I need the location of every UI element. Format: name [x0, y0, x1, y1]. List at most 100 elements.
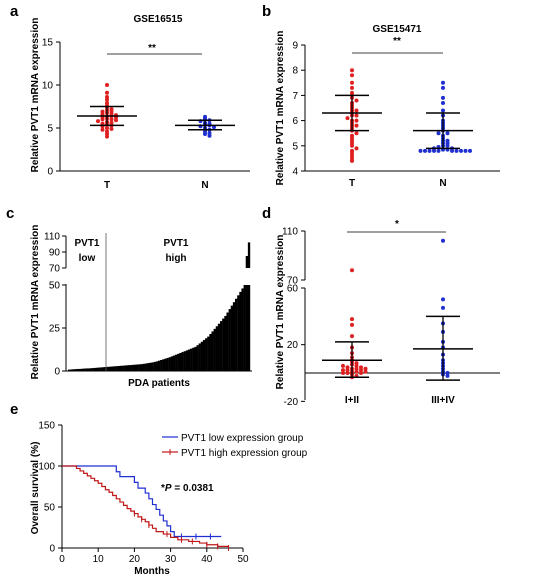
bar-c-31: [134, 364, 137, 371]
x-category-d-late: III+IV: [431, 395, 455, 406]
bar-c-67: [211, 331, 214, 371]
bar-c-3: [74, 369, 77, 371]
data-point-d-g0-13: [359, 365, 363, 370]
data-point-b-g0-29: [350, 143, 354, 148]
bar-c-51: [177, 353, 180, 371]
bar-c-46: [166, 357, 169, 371]
data-point-b-g1-0: [441, 80, 445, 85]
bar-c-24: [119, 365, 122, 371]
bar-c-81: [241, 288, 244, 371]
x-tick-label-e-1: 10: [93, 554, 105, 565]
bar-c-65: [207, 336, 210, 371]
data-point-d-g1-2: [441, 305, 445, 310]
data-point-b-g0-3: [350, 85, 354, 90]
survival-curve-low: [62, 465, 222, 538]
panel-label-c: c: [6, 205, 14, 222]
survival-curve-high: [62, 465, 230, 548]
data-point-a-g0-31: [109, 126, 114, 131]
bar-c-59: [194, 346, 197, 371]
y-tick-label-b-4: 8: [292, 66, 298, 77]
bar-c-57: [190, 348, 193, 371]
data-point-d-g0-9: [354, 361, 359, 366]
data-point-b-g0-24: [354, 131, 359, 136]
bar-c-13: [95, 367, 99, 371]
bar-c-48: [170, 356, 174, 371]
bar-c-52: [179, 352, 182, 371]
data-point-d-g1-1: [441, 297, 445, 302]
bar-c-44: [162, 359, 165, 371]
data-point-d-g0-17: [359, 368, 363, 373]
y-tick-label-a-3: 15: [42, 38, 54, 49]
data-point-b-g1-34: [418, 148, 423, 153]
x-axis-label-e: Months: [134, 566, 170, 577]
data-point-d-g0-26: [363, 369, 368, 374]
bar-c-35: [142, 363, 146, 371]
y-tick-label-c-5: 110: [44, 232, 60, 243]
data-point-b-g1-11: [445, 131, 450, 136]
bar-c-75: [228, 309, 231, 371]
data-point-b-g0-18: [354, 118, 359, 123]
bar-c-64: [205, 338, 208, 371]
group-label-c-low: PVT1 low: [74, 238, 99, 264]
panel-label-a: a: [10, 3, 19, 20]
panel-a-scatter: GSE16515 Relative PVT1 mRNA expression *…: [30, 14, 250, 191]
bar-c-34: [140, 364, 144, 371]
bar-c-84: [247, 285, 251, 371]
group-label-c-high: PVT1 high: [163, 238, 188, 264]
bar-c-55: [185, 350, 189, 371]
y-tick-label-a-0: 0: [47, 167, 53, 178]
bar-c-11: [91, 368, 94, 371]
bar-c-58: [192, 347, 195, 371]
data-point-b-g1-27: [450, 148, 454, 153]
chart-title-a: GSE16515: [134, 14, 183, 25]
data-point-a-g0-35: [105, 134, 109, 139]
data-point-b-g0-35: [350, 158, 354, 163]
bar-c-68: [213, 328, 216, 371]
y-tick-label-d-1: 20: [287, 340, 299, 351]
bar-c-4: [76, 368, 79, 371]
data-point-d-g0-20: [345, 371, 350, 375]
bar-c-9: [87, 368, 90, 371]
y-tick-label-c-0: 0: [54, 367, 60, 378]
y-axis-label-e: Overall survival (%): [30, 442, 41, 535]
y-tick-label-d-0: -20: [284, 397, 299, 408]
data-point-b-g1-20: [445, 143, 450, 148]
bar-c-30: [132, 364, 135, 371]
data-point-b-g1-35: [468, 148, 472, 153]
bar-c-54: [183, 351, 186, 371]
bar-c-41: [155, 361, 159, 371]
bar-c-0: [68, 369, 71, 371]
significance-d: *: [395, 219, 399, 230]
y-tick-label-e-2: 100: [38, 462, 55, 473]
bar-c-37: [147, 363, 150, 371]
bar-c-15: [100, 367, 103, 371]
data-point-b-g1-26: [436, 148, 441, 153]
bar-c-28: [127, 365, 131, 371]
data-point-b-g1-28: [432, 148, 436, 153]
y-tick-label-a-1: 5: [47, 124, 53, 135]
y-tick-label-b-0: 4: [292, 167, 298, 178]
bar-c-6: [80, 368, 84, 371]
bar-c-36: [145, 363, 148, 371]
panel-e-survival: Overall survival (%) 0 50 100 150 0 10 20 30 40…: [30, 421, 308, 578]
data-point-a-g0-22: [114, 118, 118, 123]
x-tick-label-e-4: 40: [201, 554, 213, 565]
bar-c-69: [215, 326, 219, 371]
bar-c-23: [117, 366, 120, 371]
bar-c-17: [104, 367, 107, 371]
data-point-a-g0-30: [105, 126, 109, 130]
bar-c-upper-83: [245, 256, 249, 268]
panel-label-d: d: [262, 205, 271, 222]
data-point-b-g0-12: [354, 108, 359, 113]
bar-c-79: [237, 295, 240, 371]
bar-c-72: [222, 318, 225, 371]
bar-c-78: [235, 298, 238, 371]
data-point-d-g0-21: [359, 371, 363, 375]
legend-e: PVT1 low expression group PVT1 high expr…: [162, 433, 308, 459]
x-category-b-n: N: [439, 178, 446, 189]
bar-c-50: [175, 354, 178, 371]
bar-c-29: [130, 364, 133, 371]
data-point-b-g0-1: [350, 73, 354, 78]
y-tick-label-c-3: 70: [49, 264, 61, 275]
